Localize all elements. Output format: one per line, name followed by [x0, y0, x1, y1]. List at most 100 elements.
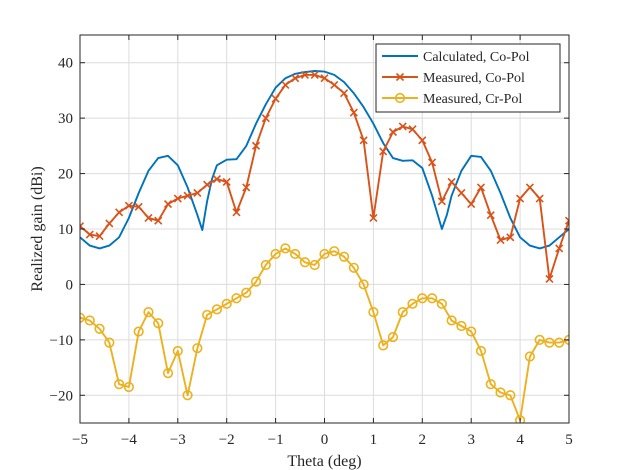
- data-point-circle-marker: [338, 251, 350, 262]
- data-point-circle-marker: [231, 293, 242, 304]
- data-point-x-marker: [467, 199, 476, 209]
- data-point-x-marker: [154, 216, 163, 225]
- x-tick-label: −5: [72, 432, 88, 448]
- data-point-x-marker: [134, 202, 143, 211]
- data-point-circle-marker: [211, 304, 223, 315]
- legend-entry: Measured, Cr-Pol: [382, 92, 522, 107]
- data-point-x-marker: [193, 188, 202, 198]
- data-point-x-marker: [349, 108, 358, 117]
- data-point-circle-marker: [534, 334, 545, 345]
- data-point-x-marker: [408, 125, 417, 134]
- x-tick-label: −2: [219, 432, 235, 448]
- data-point-circle-marker: [475, 345, 487, 357]
- x-tick-label: 1: [370, 432, 378, 448]
- data-point-circle-marker: [80, 312, 86, 323]
- data-point-circle-marker: [162, 368, 174, 379]
- data-point-x-marker: [163, 199, 173, 209]
- data-point-x-marker: [506, 233, 515, 242]
- data-point-x-marker: [395, 72, 405, 82]
- data-point-x-marker: [85, 230, 94, 239]
- data-point-x-marker: [388, 127, 398, 137]
- data-point-x-marker: [447, 177, 456, 186]
- legend-label: Calculated, Co-Pol: [423, 50, 530, 65]
- data-point-circle-marker: [368, 307, 379, 318]
- data-point-circle-marker: [387, 331, 399, 343]
- data-point-x-marker: [261, 114, 270, 123]
- x-tick-label: 5: [565, 432, 573, 448]
- data-point-circle-marker: [397, 307, 408, 318]
- y-axis-label: Realized gain (dBi): [29, 166, 46, 291]
- data-point-x-marker: [437, 197, 446, 206]
- data-point-circle-marker: [94, 323, 105, 334]
- data-point-x-marker: [222, 177, 231, 186]
- data-point-x-marker: [115, 208, 124, 217]
- data-point-circle-marker: [104, 337, 115, 348]
- data-point-x-marker: [535, 194, 544, 203]
- data-point-x-marker: [105, 219, 114, 228]
- data-point-x-marker: [428, 158, 437, 167]
- data-point-circle-marker: [202, 309, 213, 321]
- data-point-x-marker: [496, 236, 505, 245]
- data-point-x-marker: [300, 70, 310, 79]
- data-point-circle-marker: [407, 298, 418, 309]
- x-tick-label: 4: [516, 432, 524, 448]
- data-point-x-marker: [242, 183, 251, 192]
- x-tick-label: −3: [170, 432, 186, 448]
- data-point-x-marker: [545, 274, 554, 283]
- series-3: [80, 243, 569, 423]
- data-point-circle-marker: [436, 298, 447, 309]
- data-point-circle-marker: [153, 318, 164, 329]
- legend-entry: Measured, Co-Pol: [382, 71, 525, 86]
- data-point-x-marker: [310, 70, 319, 79]
- data-point-circle-marker: [348, 262, 359, 273]
- data-point-circle-marker: [221, 298, 232, 309]
- data-point-x-marker: [359, 136, 368, 145]
- y-tick-label: 10: [58, 222, 73, 238]
- data-point-circle-marker: [270, 248, 281, 260]
- data-point-x-marker: [320, 74, 329, 83]
- data-point-x-marker: [232, 208, 241, 217]
- data-point-x-marker: [95, 232, 104, 241]
- data-point-circle-marker: [123, 381, 134, 393]
- x-tick-label: 3: [467, 432, 475, 448]
- data-point-x-marker: [281, 80, 290, 89]
- data-point-circle-marker: [114, 379, 125, 390]
- data-point-x-marker: [525, 183, 534, 192]
- data-point-circle-marker: [260, 259, 271, 271]
- x-axis-label: Theta (deg): [287, 453, 361, 470]
- data-point-circle-marker: [250, 276, 262, 287]
- legend-label: Measured, Cr-Pol: [423, 92, 522, 107]
- data-point-circle-marker: [446, 315, 457, 326]
- data-point-x-marker: [379, 147, 388, 156]
- x-tick-label: 0: [321, 432, 329, 448]
- data-point-x-marker: [555, 244, 564, 253]
- data-point-x-marker: [291, 74, 300, 83]
- data-point-x-marker: [339, 89, 349, 98]
- data-point-circle-marker: [133, 326, 144, 337]
- data-point-x-marker: [516, 194, 525, 203]
- data-point-circle-marker: [319, 248, 330, 260]
- y-tick-label: 40: [58, 56, 73, 72]
- data-point-circle-marker: [495, 387, 506, 398]
- legend: Calculated, Co-Pol Measured, Co-Pol Measur…: [375, 43, 561, 113]
- data-point-circle-marker: [280, 243, 291, 254]
- data-point-circle-marker: [172, 345, 183, 357]
- series-2: [80, 70, 569, 283]
- data-point-x-marker: [330, 80, 339, 89]
- data-point-circle-marker: [417, 293, 428, 304]
- data-point-circle-marker: [426, 293, 438, 304]
- x-tick-label: −1: [268, 432, 284, 448]
- data-point-circle-marker: [378, 340, 389, 351]
- data-point-circle-marker: [466, 326, 477, 337]
- series-1: [80, 70, 569, 250]
- data-point-circle-marker: [554, 337, 565, 348]
- data-point-x-marker: [369, 213, 378, 222]
- y-tick-label: 30: [58, 111, 73, 127]
- data-point-circle-marker: [485, 379, 496, 390]
- data-point-x-marker: [212, 175, 221, 184]
- series-line: [80, 247, 569, 422]
- x-axis-ticks: −5 −4 −3 −2 −1 0 1 2 3 4 5: [72, 35, 573, 448]
- data-point-circle-marker: [505, 390, 516, 401]
- data-point-x-marker: [457, 188, 466, 198]
